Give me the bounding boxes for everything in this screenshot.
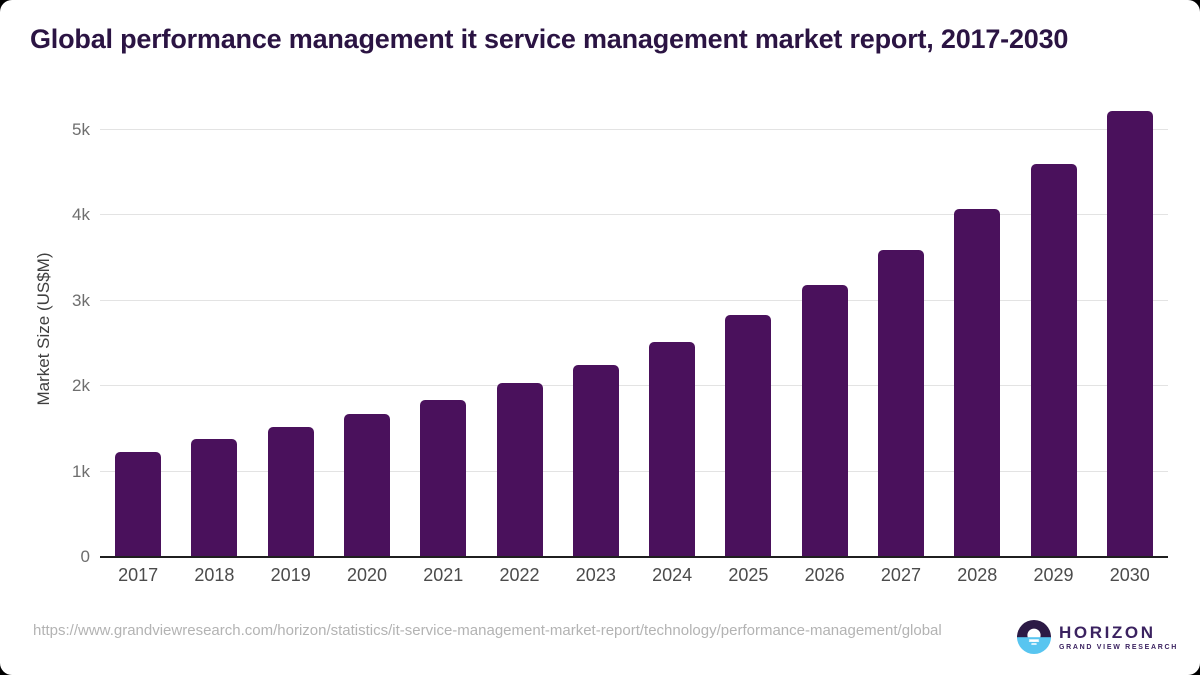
x-tick-label-2026: 2026 [804, 565, 845, 585]
source-url: https://www.grandviewresearch.com/horizo… [33, 622, 942, 639]
bars-container [100, 100, 1168, 557]
y-axis: 0 1k 2k 3k 4k 5k [0, 100, 90, 566]
gridline-1k [100, 470, 1168, 472]
y-tick-label-4k: 4k [72, 205, 90, 224]
bar-2026 [801, 284, 848, 557]
horizon-logo: HORIZON GRAND VIEW RESEARCH [1017, 620, 1178, 654]
bar-chart-plot-area [100, 100, 1168, 558]
bar-2025 [725, 314, 772, 557]
y-tick-label-5k: 5k [72, 119, 90, 139]
bar-2030 [1106, 111, 1153, 557]
x-tick-label-2025: 2025 [728, 565, 769, 585]
logo-title: HORIZON [1059, 622, 1156, 642]
bar-2020 [343, 414, 390, 557]
y-tick-label-2k: 2k [72, 376, 90, 395]
x-tick-label-2028: 2028 [957, 565, 998, 585]
horizon-sun-icon [1017, 620, 1051, 654]
bar-2022 [496, 382, 543, 557]
horizon-logo-text: HORIZON GRAND VIEW RESEARCH [1059, 624, 1178, 651]
gridline-3k [100, 299, 1168, 301]
x-tick-label-2024: 2024 [652, 565, 693, 585]
x-tick-label-2021: 2021 [423, 565, 464, 585]
bar-2021 [420, 399, 467, 557]
bar-2024 [649, 341, 696, 557]
y-tick-label-1k: 1k [72, 461, 90, 481]
x-tick-label-2030: 2030 [1109, 565, 1150, 585]
bar-2023 [572, 364, 619, 557]
x-tick-label-2029: 2029 [1033, 565, 1074, 585]
x-tick-label-2019: 2019 [270, 565, 311, 585]
x-tick-label-2017: 2017 [118, 565, 159, 585]
gridline-4k [100, 214, 1168, 215]
bar-2017 [115, 451, 162, 557]
gridline-5k [100, 128, 1168, 130]
bar-2027 [877, 249, 924, 557]
bar-2018 [191, 439, 238, 557]
x-tick-label-2018: 2018 [194, 565, 235, 585]
chart-title: Global performance management it service… [30, 24, 1069, 54]
bar-2029 [1030, 163, 1077, 557]
x-axis-labels: 2017 2018 2019 2020 2021 2022 2023 2024 2025 2026… [100, 565, 1168, 586]
x-tick-label-2022: 2022 [499, 565, 540, 585]
bar-2019 [267, 427, 314, 557]
x-axis-line [100, 556, 1168, 558]
logo-subtitle: GRAND VIEW RESEARCH [1059, 643, 1179, 651]
x-tick-label-2027: 2027 [880, 565, 921, 585]
y-tick-label-0: 0 [80, 547, 90, 566]
x-tick-label-2020: 2020 [346, 565, 387, 585]
x-tick-label-2023: 2023 [575, 565, 616, 585]
bar-2028 [954, 209, 1001, 557]
gridline-2k [100, 385, 1168, 386]
y-tick-label-3k: 3k [72, 290, 90, 310]
